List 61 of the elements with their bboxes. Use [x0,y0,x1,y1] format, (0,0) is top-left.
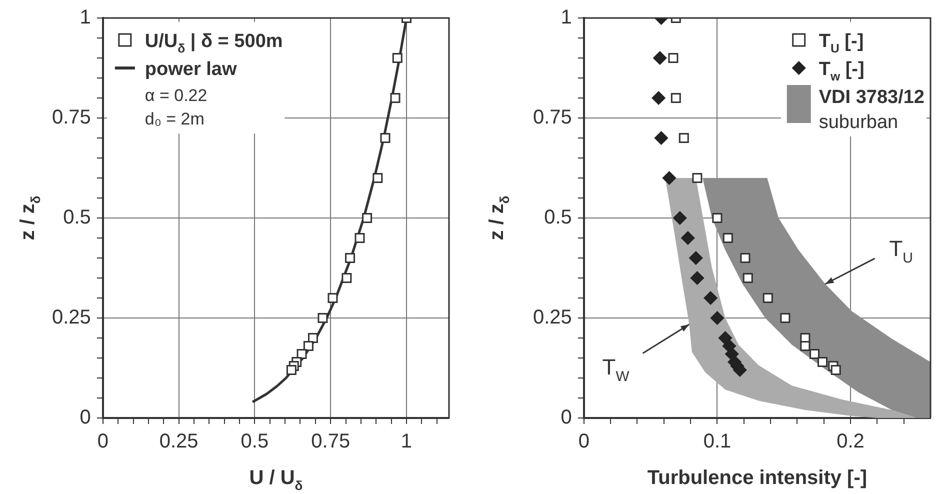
point [681,231,695,245]
point [689,251,703,265]
annotation: α = 0.22 [144,86,208,105]
x-tick-label: 1 [400,430,412,453]
point [678,133,689,143]
annotation: d₀ = 2m [144,110,204,129]
x-tick-label: 0.1 [703,430,732,453]
x-tick-label: 0.25 [159,430,198,453]
point [390,93,400,103]
y-tick-label: 0 [80,406,91,429]
y-tick-label: 0 [560,406,572,429]
point [830,365,841,375]
x-tick-label: 0.5 [240,430,269,453]
y-tick-label: 0.75 [52,106,91,129]
point [712,213,722,223]
x-tick-label: 0 [578,430,590,453]
y-tick-label: 1 [80,6,91,29]
y-tick-label: 0.25 [52,306,91,329]
point [670,93,681,103]
point [718,331,732,345]
x-tick-label: 0.2 [836,430,864,453]
y-tick-label: 0.75 [532,106,572,129]
x-tick-label: 0.75 [311,430,350,453]
legend-label: VDI 3783/12 suburban [818,87,925,134]
point [286,365,296,375]
point [392,53,402,63]
point [372,173,383,183]
point [380,133,390,143]
y-tick-label: 0.5 [544,206,572,229]
point [662,171,676,185]
legend-label: power law [144,59,237,80]
point [673,211,687,225]
point [653,51,667,65]
point [345,253,356,263]
point [652,91,666,105]
x-axis-title: Turbulence intensity [-] [647,467,868,489]
x-tick-label: 0 [97,430,108,453]
y-tick-label: 1 [560,6,572,29]
point [780,313,790,323]
y-axis-title: z / zδ [486,196,512,240]
point [690,271,704,285]
point [668,53,678,63]
point [328,293,338,303]
y-axis-title: z / zδ [17,196,43,240]
point [740,253,750,263]
y-tick-label: 0.25 [532,306,572,329]
point [654,131,668,145]
point [810,349,820,359]
point [800,341,810,351]
point [762,293,773,303]
point [710,311,724,325]
point [818,357,828,367]
point [742,273,753,283]
point [362,213,372,223]
point [342,273,352,283]
point [318,313,328,323]
y-tick-label: 0.5 [63,206,91,229]
point [692,173,702,183]
point [722,233,733,243]
point [704,291,718,305]
point [354,233,365,243]
